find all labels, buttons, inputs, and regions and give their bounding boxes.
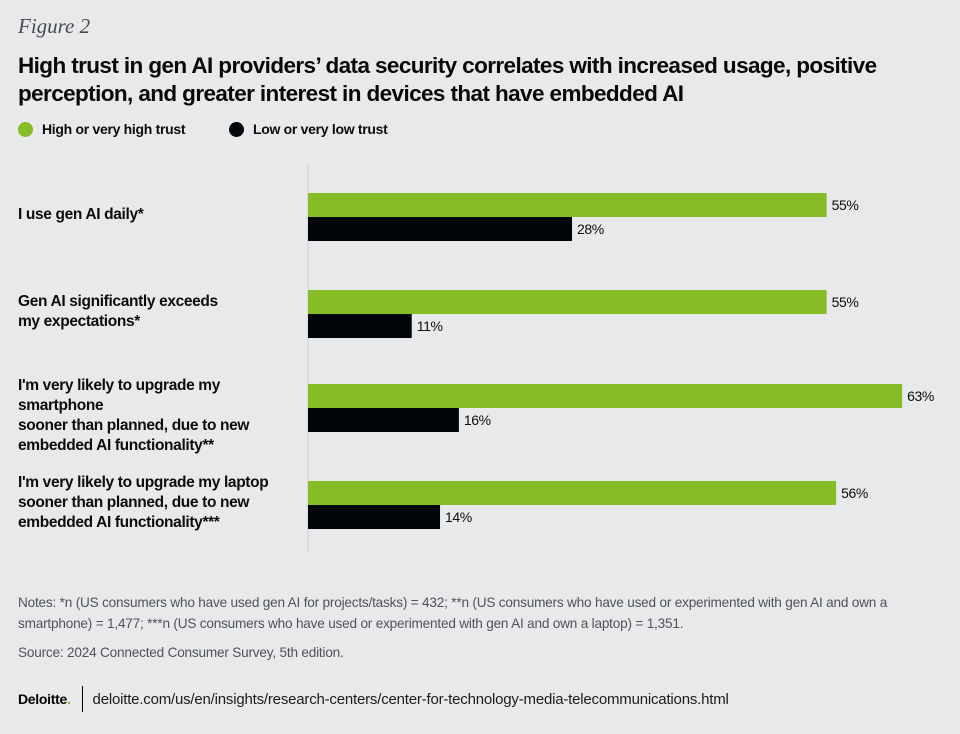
figure-label: Figure 2 [18, 14, 91, 38]
category-label: I'm very likely to upgrade my laptop soon… [18, 473, 298, 533]
legend-item-high: High or very high trust [18, 121, 186, 137]
bar-low-trust [308, 314, 412, 338]
legend-label-high: High or very high trust [42, 121, 186, 137]
bar-low-trust [308, 505, 441, 529]
bar-high-trust [308, 384, 903, 408]
category-label-line: my expectations* [18, 313, 140, 330]
bar-high-trust [308, 481, 837, 505]
bar-low-trust [308, 217, 573, 241]
data-label-low-trust: 16% [464, 412, 491, 428]
data-label-high-trust: 56% [841, 485, 868, 501]
notes: Notes: *n (US consumers who have used ge… [18, 595, 888, 631]
category-label-line: sooner than planned, due to new [18, 417, 250, 434]
source-url[interactable]: deloitte.com/us/en/insights/research-cen… [92, 690, 729, 708]
logo-dot: . [66, 691, 71, 707]
data-label-low-trust: 28% [577, 221, 604, 237]
data-label-high-trust: 55% [832, 197, 859, 213]
category-label-line: I'm very likely to upgrade my smartphone [18, 377, 221, 414]
chart-title: High trust in gen AI providers’ data sec… [18, 53, 877, 106]
legend-swatch-high-icon [18, 121, 33, 137]
deloitte-logo: Deloitte. [18, 691, 71, 707]
category-label-line: Gen AI significantly exceeds [18, 293, 218, 310]
legend-item-low: Low or very low trust [229, 121, 388, 137]
category-label-line: sooner than planned, due to new [18, 494, 250, 511]
data-label-high-trust: 55% [832, 294, 859, 310]
bar-high-trust [308, 193, 827, 217]
legend-label-low: Low or very low trust [253, 121, 388, 137]
data-label-low-trust: 14% [445, 509, 472, 525]
category-label: I use gen AI daily* [18, 205, 298, 225]
category-label: Gen AI significantly exceeds my expectati… [18, 292, 298, 332]
logo-text: Deloitte [18, 691, 67, 707]
category-label-line: I use gen AI daily* [18, 206, 144, 223]
bar-high-trust [308, 290, 827, 314]
category-label-line: embedded AI functionality** [18, 437, 214, 454]
footer-divider [81, 686, 83, 712]
category-label-line: embedded AI functionality*** [18, 514, 220, 531]
category-label: I'm very likely to upgrade my smartphone… [18, 376, 298, 456]
legend-swatch-low-icon [229, 121, 244, 137]
data-label-low-trust: 11% [417, 318, 443, 334]
bar-low-trust [308, 408, 459, 432]
category-label-line: I'm very likely to upgrade my laptop [18, 474, 269, 491]
footer: Deloitte. deloitte.com/us/en/insights/re… [18, 686, 729, 712]
source: Source: 2024 Connected Consumer Survey, … [18, 645, 344, 660]
data-label-high-trust: 63% [907, 388, 934, 404]
